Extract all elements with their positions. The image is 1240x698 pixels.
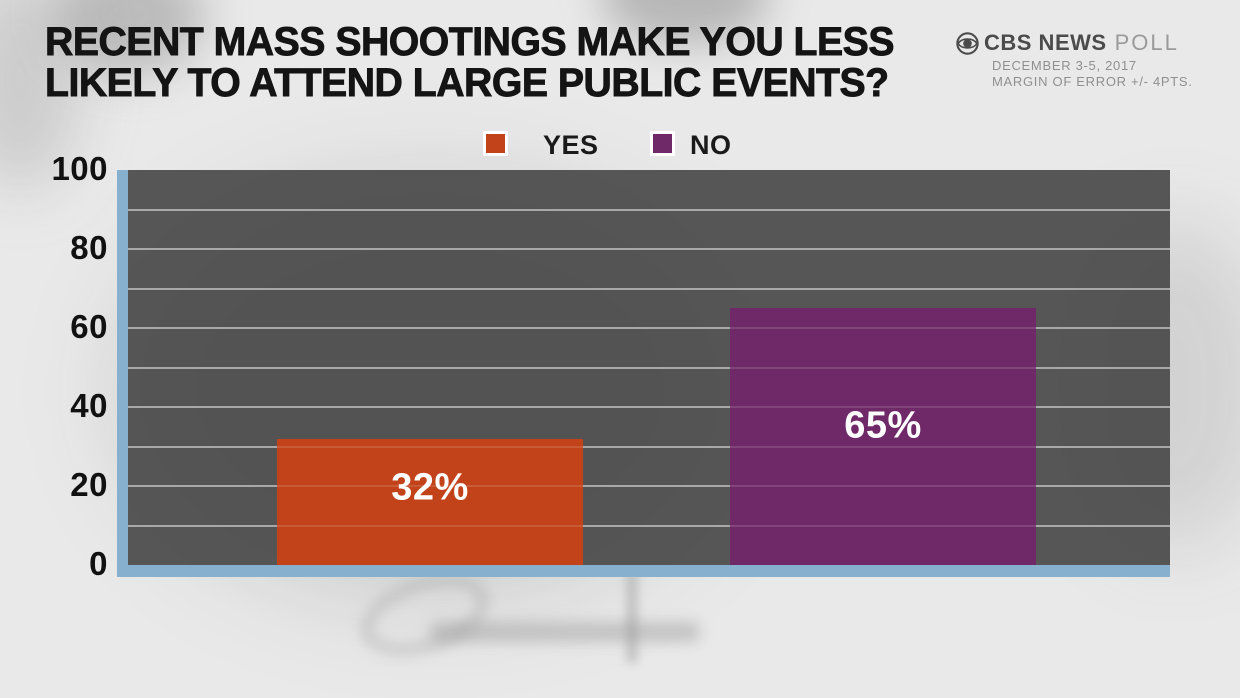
legend-swatch-yes bbox=[483, 131, 508, 156]
gridline-overlay-10 bbox=[128, 524, 1170, 527]
y-tick-label-100: 100 bbox=[51, 150, 108, 188]
gridline-30 bbox=[128, 445, 1170, 448]
background-smudge bbox=[627, 568, 637, 663]
poll-date: DECEMBER 3-5, 2017 bbox=[992, 58, 1137, 73]
gridline-overlay-20 bbox=[128, 485, 1170, 487]
x-axis-line bbox=[117, 565, 1170, 577]
gridline-overlay-30 bbox=[128, 445, 1170, 448]
y-tick-label-20: 20 bbox=[70, 466, 108, 504]
y-axis-line bbox=[117, 170, 128, 577]
brand-network-label: CBS NEWS bbox=[984, 30, 1107, 55]
bar-no: 65% bbox=[730, 308, 1036, 565]
legend-label-yes: YES bbox=[543, 130, 599, 160]
gridline-80 bbox=[128, 248, 1170, 250]
gridline-overlay-60 bbox=[128, 327, 1170, 329]
gridline-70 bbox=[128, 287, 1170, 290]
brand-block: CBS NEWS POLL DECEMBER 3-5, 2017 MARGIN … bbox=[956, 30, 1193, 90]
cbs-eye-icon bbox=[956, 31, 979, 55]
background-smudge bbox=[352, 561, 498, 669]
gridline-overlay-40 bbox=[128, 406, 1170, 408]
y-tick-label-60: 60 bbox=[70, 308, 108, 346]
y-tick-label-40: 40 bbox=[70, 387, 108, 425]
gridline-20 bbox=[128, 485, 1170, 487]
gridline-overlay-90 bbox=[128, 208, 1170, 211]
poll-margin-error: MARGIN OF ERROR +/- 4PTS. bbox=[992, 74, 1193, 89]
gridline-10 bbox=[128, 524, 1170, 527]
legend-swatch-no bbox=[650, 131, 675, 156]
gridline-90 bbox=[128, 208, 1170, 211]
background-smudge bbox=[430, 622, 700, 642]
bar-yes: 32% bbox=[277, 438, 583, 565]
brand-product-label: POLL bbox=[1114, 30, 1179, 55]
gridline-overlay-80 bbox=[128, 248, 1170, 250]
bar-value-label-yes: 32% bbox=[391, 466, 469, 509]
gridline-60 bbox=[128, 327, 1170, 329]
gridline-50 bbox=[128, 366, 1170, 369]
chart-title-line2: LIKELY TO ATTEND LARGE PUBLIC EVENTS? bbox=[45, 61, 890, 105]
chart-title-line1: RECENT MASS SHOOTINGS MAKE YOU LESS bbox=[45, 20, 895, 64]
plot-area: 32% 65% bbox=[128, 170, 1170, 565]
y-tick-label-80: 80 bbox=[70, 229, 108, 267]
gridline-overlay-70 bbox=[128, 287, 1170, 290]
gridline-overlay-50 bbox=[128, 366, 1170, 369]
y-tick-label-0: 0 bbox=[89, 545, 108, 583]
gridline-40 bbox=[128, 406, 1170, 408]
brand-row: CBS NEWS POLL bbox=[956, 30, 1193, 56]
chart-title: RECENT MASS SHOOTINGS MAKE YOU LESS LIKE… bbox=[45, 20, 895, 105]
legend-label-no: NO bbox=[690, 130, 732, 160]
bar-value-label-no: 65% bbox=[844, 404, 922, 447]
